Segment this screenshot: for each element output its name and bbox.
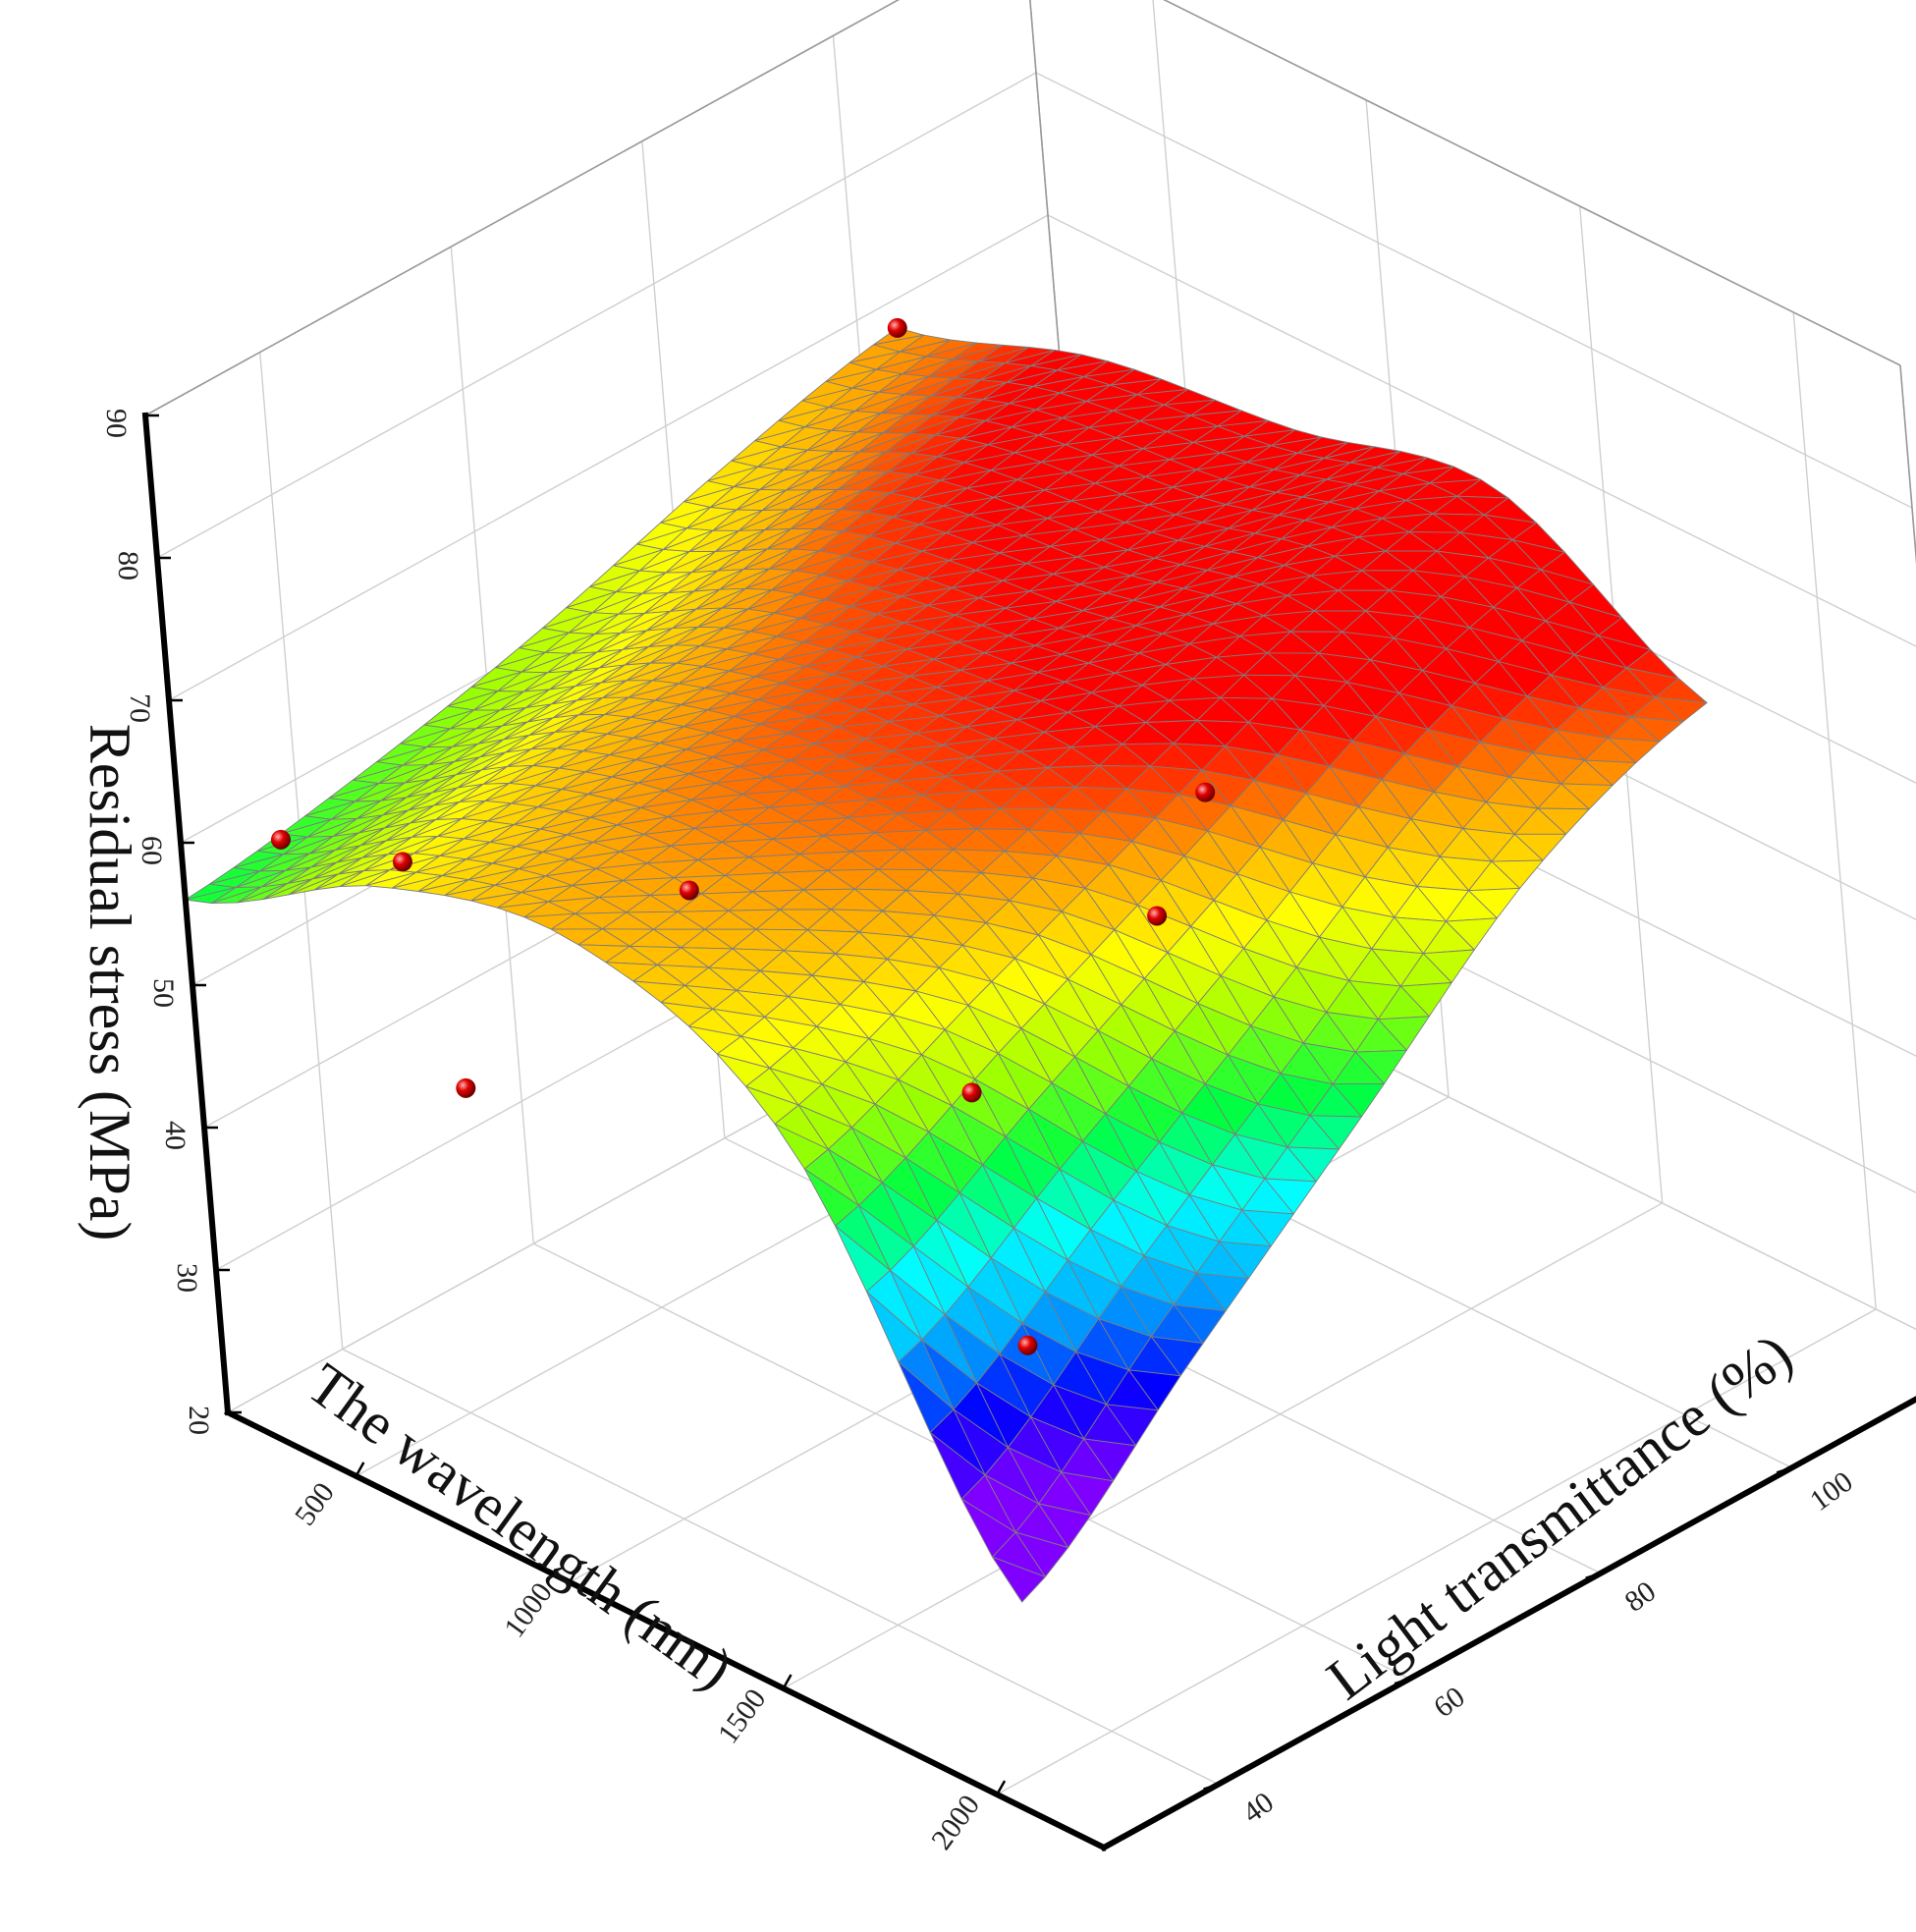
right-wall-gridline <box>1899 364 1916 564</box>
y-tick <box>1203 1783 1220 1791</box>
y-tick-label: 60 <box>1428 1681 1471 1724</box>
y-tick-label: 100 <box>1804 1465 1859 1518</box>
right-wall-gridline <box>1163 0 1901 366</box>
right-wall-gridline <box>1035 72 1913 509</box>
y-tick-label: 40 <box>1236 1786 1280 1829</box>
z-tick-label: 40 <box>159 1121 192 1150</box>
data-point <box>961 1082 982 1103</box>
frame-edge <box>1899 364 1916 566</box>
x-tick <box>569 1568 579 1583</box>
z-tick-label: 60 <box>136 836 168 865</box>
x-tick <box>996 1780 1007 1795</box>
z-tick-label: 90 <box>100 409 133 438</box>
right-wall-gridline <box>1792 311 1877 1310</box>
surface-facet <box>992 1556 1046 1603</box>
z-tick-label: 80 <box>112 551 144 580</box>
data-point <box>392 852 412 872</box>
floor-gridline <box>783 1202 1663 1689</box>
z-tick-label: 30 <box>171 1263 203 1293</box>
right-wall-gridline <box>1047 214 1916 647</box>
z-tick-label: 20 <box>183 1406 215 1435</box>
data-point <box>456 1077 476 1098</box>
y-tick-label: 80 <box>1619 1575 1663 1619</box>
y-axis-line <box>1099 1396 1916 1852</box>
data-point <box>1147 906 1168 926</box>
data-point <box>1017 1335 1038 1355</box>
points-layer <box>270 317 1216 1355</box>
x-axis-title: The wavelength (nm) <box>296 1351 744 1701</box>
z-axis-line <box>141 412 232 1416</box>
x-tick <box>355 1462 365 1477</box>
data-point <box>270 829 291 850</box>
axes-layer <box>141 412 1916 1852</box>
data-point <box>1195 782 1216 802</box>
x-tick <box>782 1674 793 1689</box>
left-wall-gridline <box>156 72 1037 559</box>
x-axis-line <box>223 1408 1109 1852</box>
x-tick-label: 500 <box>289 1476 341 1531</box>
y-axis-title: Light transmittance (%) <box>1315 1321 1803 1712</box>
z-axis-title: Residual stress (MPa) <box>78 724 142 1242</box>
y-tick <box>1585 1572 1602 1579</box>
floor-gridline <box>996 1308 1877 1795</box>
floor-gridline <box>342 1348 1220 1786</box>
x-tick-label: 1500 <box>712 1683 773 1749</box>
y-tick <box>1776 1466 1792 1474</box>
z-tick-label: 70 <box>124 693 156 723</box>
frame-edge <box>144 0 901 416</box>
data-point <box>887 317 907 338</box>
floor-gridline <box>1103 1398 1916 1849</box>
z-tick-label: 50 <box>147 978 180 1008</box>
frame-edge <box>1163 0 1901 366</box>
y-tick <box>1394 1677 1410 1685</box>
left-wall-gridline <box>168 214 1049 701</box>
data-point <box>679 880 699 901</box>
x-tick-label: 2000 <box>925 1789 986 1855</box>
surface-layer <box>185 327 1708 1603</box>
